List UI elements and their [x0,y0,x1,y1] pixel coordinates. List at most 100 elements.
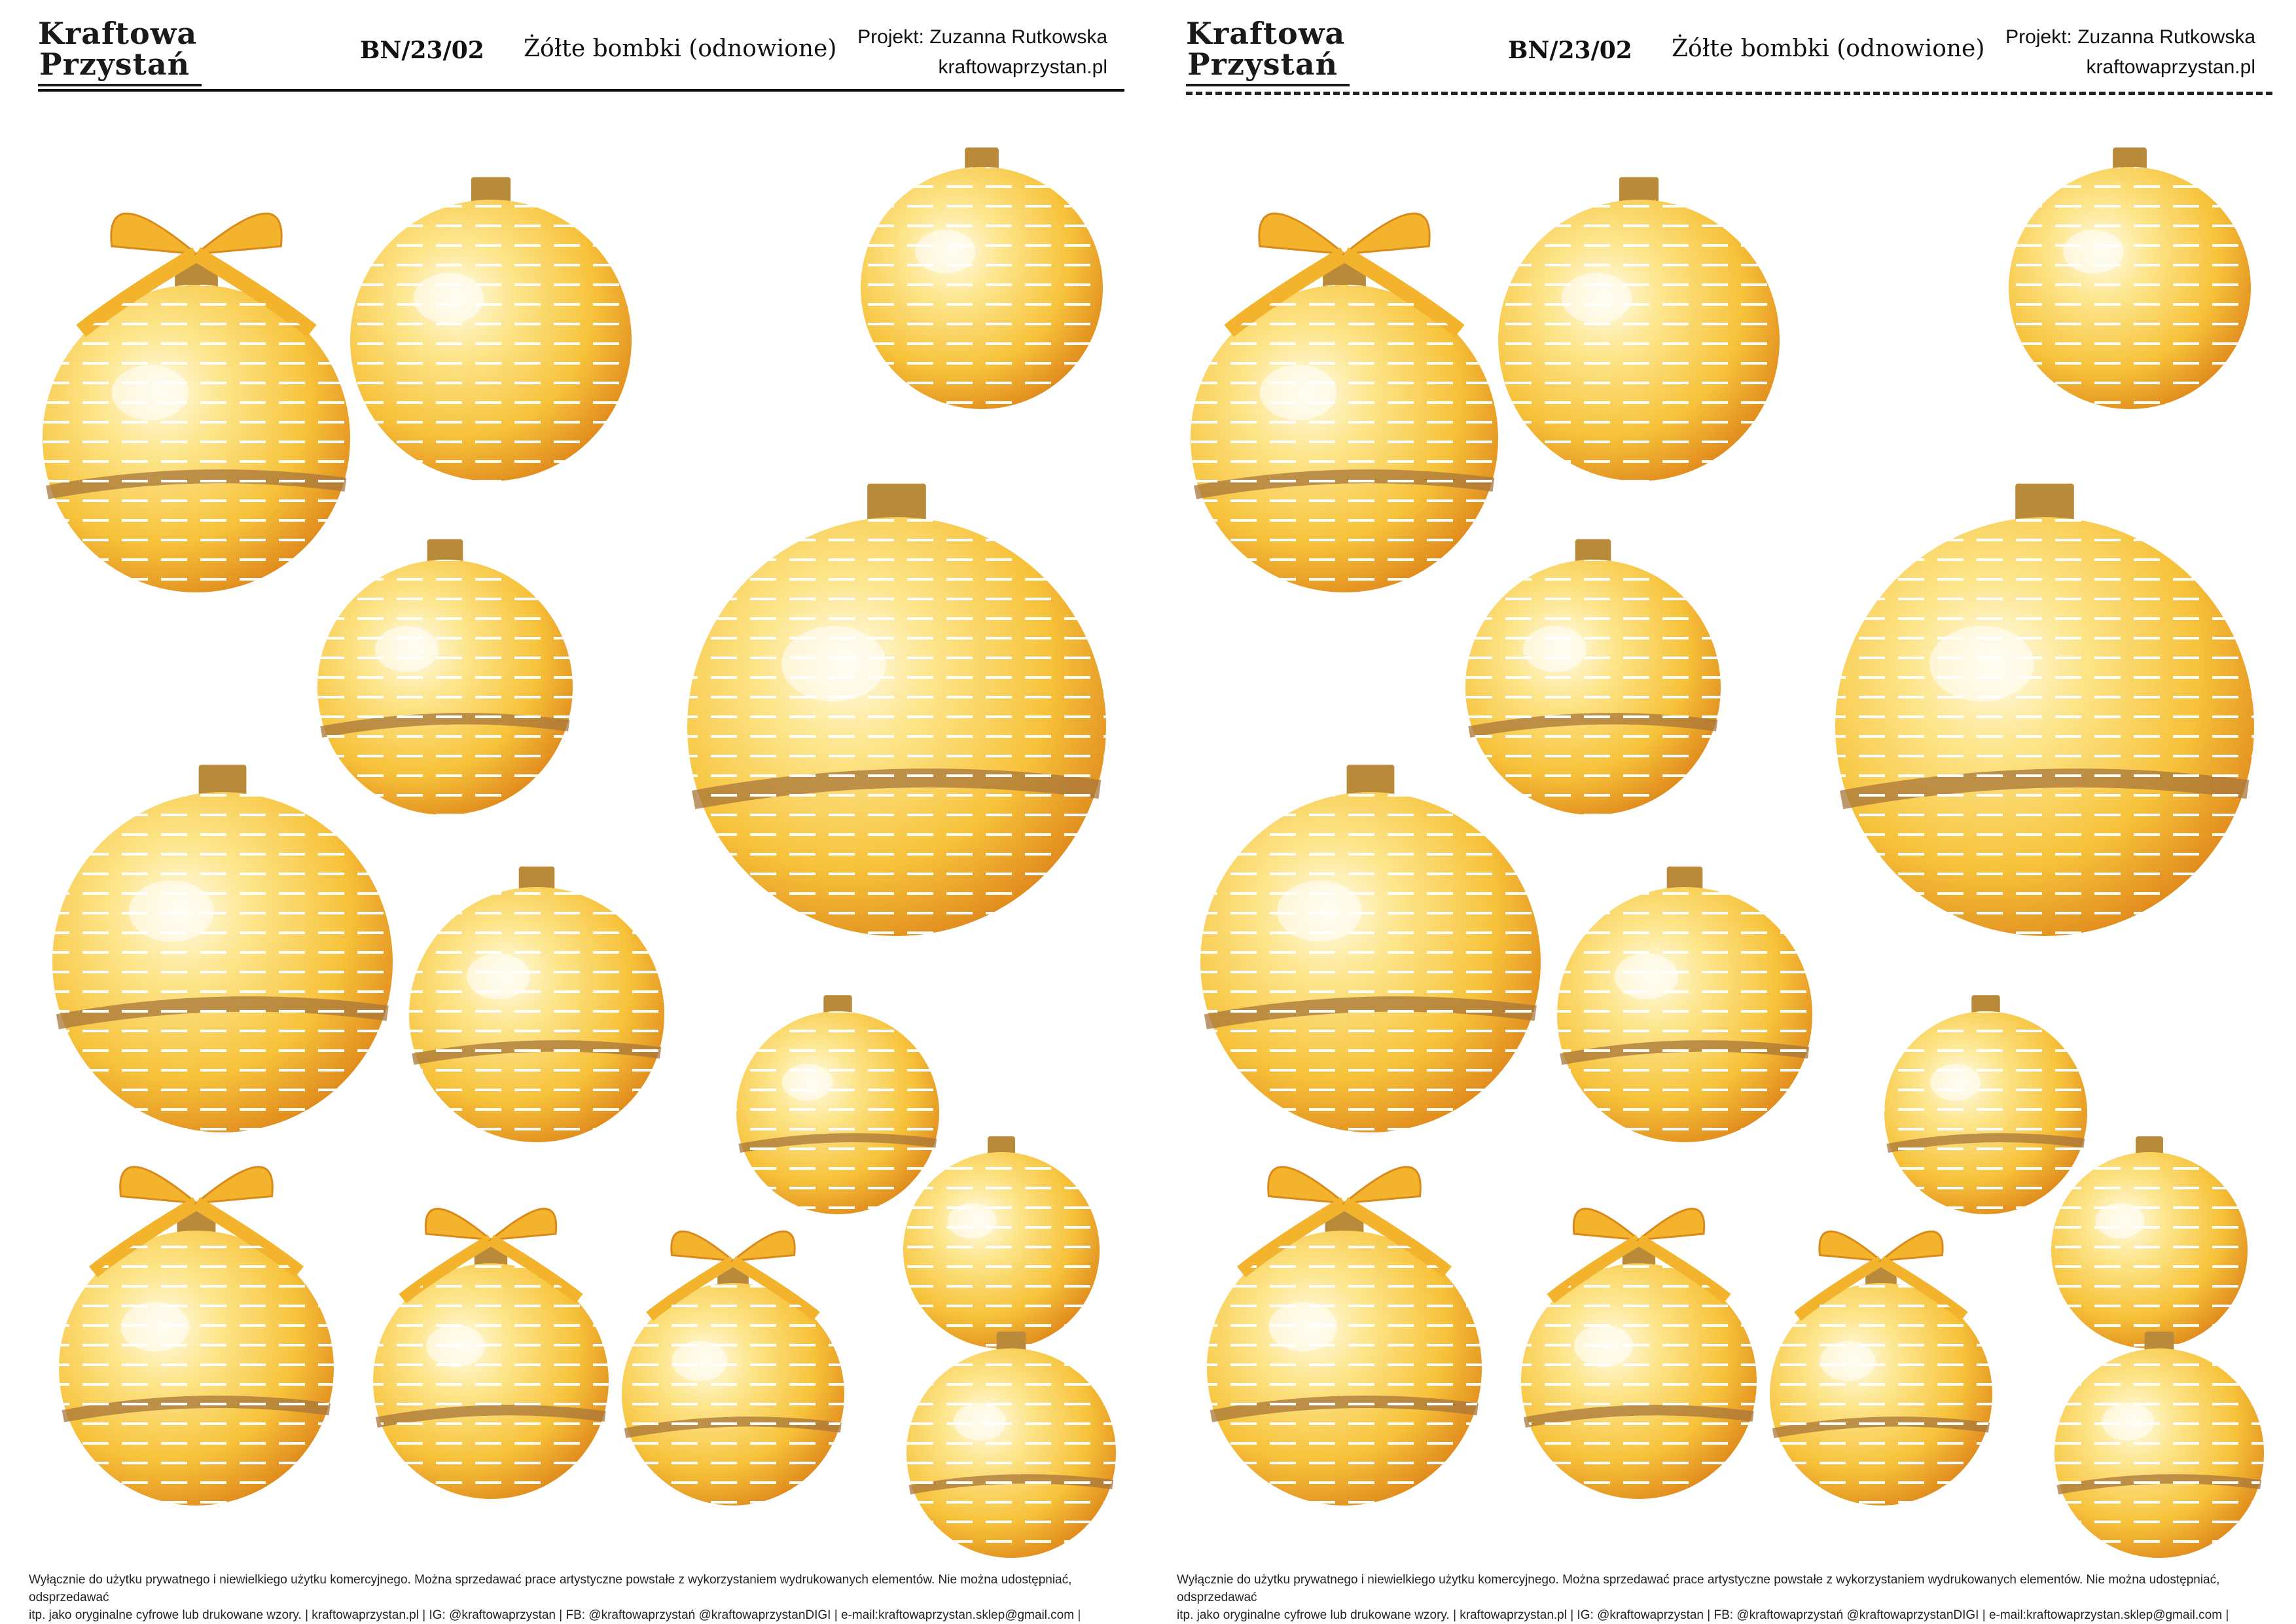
bauble-cap [1619,177,1659,206]
ribbon-tail [646,1255,736,1321]
sheet-title: Żółte bombki (odnowione) [1672,35,1985,62]
ornament-bauble [736,995,939,1214]
project-info: Projekt: Zuzanna Rutkowska kraftowaprzys… [857,22,1107,82]
cut-guide-overlay [1191,285,1498,592]
bauble-cap [2113,147,2147,172]
bauble-cap [867,483,926,526]
cut-guide-overlay [43,285,350,592]
ornament-bauble [622,1230,844,1506]
sheet-title: Żółte bombki (odnowione) [524,35,837,62]
ornament-bauble [1191,212,1498,592]
header-rule [38,89,1124,92]
ribbon-bow [1636,1208,1706,1241]
ribbon-tail [1794,1255,1884,1321]
ribbon-tail [1878,1255,1968,1321]
ribbon-bow [193,212,283,255]
cut-guide-overlay [861,167,1103,409]
ribbon-tail [399,1235,494,1304]
cut-guide-overlay [1200,792,1541,1132]
ornament-bauble [1465,539,1721,815]
ribbon-bow [1341,212,1431,255]
ribbon-tail [76,247,201,337]
sheet-left: Kraftowa Przystań BN/23/02 Żółte bombki … [0,0,1148,1623]
header-cut-line [1186,92,2272,95]
cut-guide-overlay [409,887,664,1142]
project-website: kraftowaprzystan.pl [938,56,1107,78]
logo-underline [38,84,202,86]
cut-guide-overlay [903,1152,1100,1348]
bauble-cap [996,1331,1026,1353]
ribbon-tail [1636,1235,1731,1304]
ornament-bauble [350,177,632,481]
bauble-cap [988,1136,1015,1156]
ornament-bauble [43,212,350,592]
bauble-cap [2136,1136,2163,1156]
ornament-bauble [409,866,664,1142]
ribbon-bow [424,1208,494,1241]
ornament-bauble [1770,1230,1992,1506]
product-code: BN/23/02 [1508,37,1632,64]
cut-guide-overlay [2051,1152,2248,1348]
ribbon-bow [119,1166,200,1204]
bauble-cap [1346,765,1395,799]
cut-guide-overlay [1884,1011,2087,1214]
ribbon-bow [1258,212,1348,255]
cut-guide-overlay [1465,560,1721,815]
ribbon-tail [1340,247,1465,337]
ornament-bauble [373,1208,609,1499]
ornament-artwork [1191,147,2264,1558]
cut-guide-overlay [52,792,393,1132]
ribbon-tail [192,247,317,337]
cut-guide-overlay [317,560,573,815]
ornament-bauble [59,1166,334,1506]
ornament-bauble [317,539,573,815]
ribbon-tail [1547,1235,1642,1304]
cut-guide-overlay [736,1011,939,1214]
ornament-bauble [2054,1331,2264,1558]
cut-guide-overlay [622,1283,844,1506]
ribbon-tail [730,1255,820,1321]
cut-guide-overlay [1557,887,1812,1142]
bauble-cap [427,539,463,565]
bauble-cap [965,147,999,172]
project-author: Projekt: Zuzanna Rutkowska [857,26,1107,48]
bauble-cap [2144,1331,2174,1353]
ribbon-tail [192,1197,304,1278]
ribbon-bow [488,1208,558,1241]
ribbon-bow [1267,1166,1348,1204]
bauble-cap [471,177,511,206]
cut-guide-overlay [687,517,1106,936]
ribbon-tail [88,1197,200,1278]
ornament-bauble [903,1136,1100,1348]
cut-guide-overlay [2009,167,2251,409]
cut-guide-overlay [1770,1283,1992,1506]
ornament-bauble [1835,483,2254,936]
bauble-cap [1971,995,2000,1016]
ornament-bauble [1207,1166,1482,1506]
ornament-artwork [43,147,1116,1558]
project-website: kraftowaprzystan.pl [2086,56,2255,78]
ornament-bauble [1498,177,1780,481]
cut-guide-overlay [1207,1231,1482,1506]
cut-guide-overlay [350,200,632,481]
ornament-bauble [52,765,393,1132]
brand-logo: Kraftowa Przystań [38,18,208,86]
ornament-bauble [1557,866,1812,1142]
sheet-right: Kraftowa Przystań BN/23/02 Żółte bombki … [1148,0,2296,1623]
cut-guide-overlay [1835,517,2254,936]
ribbon-tail [1340,1197,1452,1278]
cut-guide-overlay [2054,1348,2264,1558]
bauble-cap [1575,539,1611,565]
bauble-cap [823,995,852,1016]
ribbon-bow [730,1230,796,1262]
project-author: Projekt: Zuzanna Rutkowska [2005,26,2255,48]
license-footer: Wyłącznie do użytku prywatnego i niewiel… [29,1573,1081,1622]
cut-guide-overlay [906,1348,1116,1558]
ribbon-tail [1224,247,1349,337]
ribbon-bow [1341,1166,1422,1204]
ribbon-bow [193,1166,274,1204]
cut-guide-overlay [59,1231,334,1506]
ornament-bauble [2009,147,2251,409]
cut-guide-overlay [373,1263,609,1499]
ribbon-bow [1572,1208,1642,1241]
